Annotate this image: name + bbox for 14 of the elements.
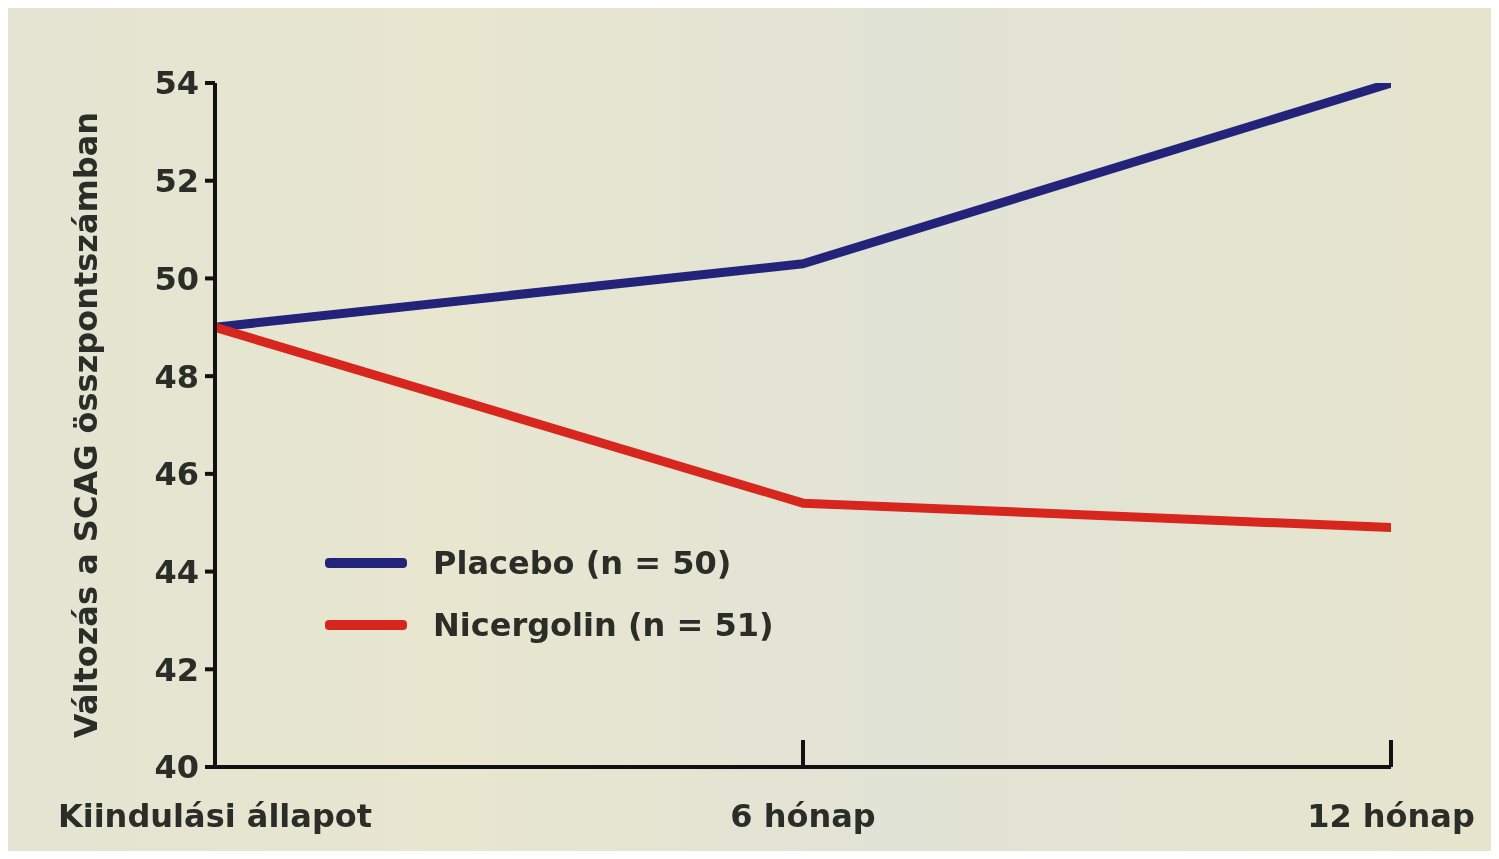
y-axis-title: Változás a SCAG összpontszámban [67,111,105,739]
y-tick-label: 40 [154,748,199,787]
y-tick-label: 48 [154,357,199,396]
x-tick-label: 12 hónap [1307,797,1475,835]
y-tick-label: 54 [154,64,199,103]
legend-label: Nicergolin (n = 51) [433,606,774,644]
y-tick-label: 50 [154,259,199,298]
x-tick-label: 6 hónap [730,797,876,835]
y-tick-label: 52 [154,162,199,201]
legend-label: Placebo (n = 50) [433,544,732,582]
x-tick-label: Kiindulási állapot [57,797,373,835]
y-tick-label: 46 [154,455,199,494]
y-tick-label: 42 [154,650,199,689]
y-tick-label: 44 [154,552,199,591]
